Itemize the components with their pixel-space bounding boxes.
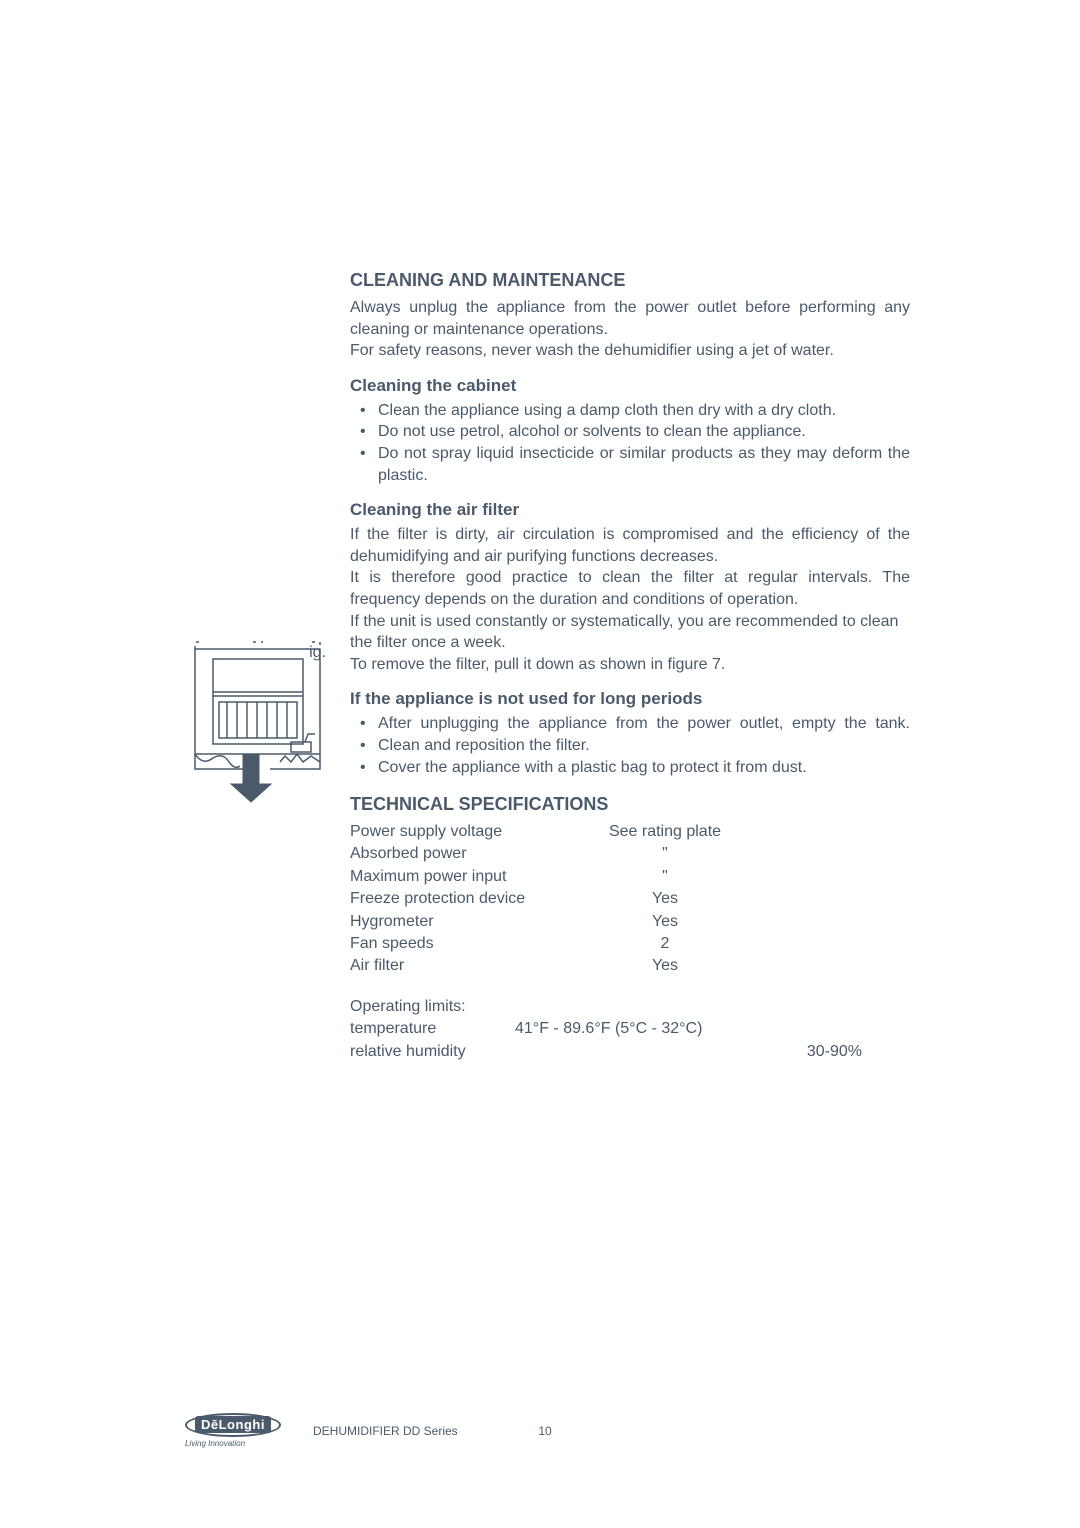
humidity-value: 30-90% xyxy=(515,1041,910,1063)
airfilter-p3: If the unit is used constantly or system… xyxy=(350,611,910,654)
spec-label: Hygrometer xyxy=(350,911,580,933)
cleaning-title: CLEANING AND MAINTENANCE xyxy=(350,270,910,291)
logo-tagline: Living Innovation xyxy=(185,1439,295,1448)
spec-row: Maximum power input " xyxy=(350,866,910,888)
figure-label: ig. xyxy=(309,644,326,662)
spec-row: Absorbed power " xyxy=(350,843,910,865)
list-item: After unplugging the appliance from the … xyxy=(350,713,910,735)
specs-title: TECHNICAL SPECIFICATIONS xyxy=(350,794,910,815)
limits-heading: Operating limits: xyxy=(350,996,515,1018)
cleaning-intro-2: For safety reasons, never wash the dehum… xyxy=(350,340,910,362)
spec-label: Fan speeds xyxy=(350,933,580,955)
cleaning-intro-1: Always unplug the appliance from the pow… xyxy=(350,297,910,340)
spec-value: " xyxy=(580,866,750,888)
brand-logo: DēLonghi Living Innovation xyxy=(185,1413,295,1448)
cabinet-list: Clean the appliance using a damp cloth t… xyxy=(350,400,910,486)
airfilter-p2: It is therefore good practice to clean t… xyxy=(350,567,910,610)
spec-row: Hygrometer Yes xyxy=(350,911,910,933)
page-footer: DēLonghi Living Innovation DEHUMIDIFIER … xyxy=(185,1413,905,1448)
content-column: CLEANING AND MAINTENANCE Always unplug t… xyxy=(350,270,910,1063)
cabinet-title: Cleaning the cabinet xyxy=(350,376,910,396)
spec-table: Power supply voltage See rating plate Ab… xyxy=(350,821,910,978)
spec-value: " xyxy=(580,843,750,865)
spec-value: Yes xyxy=(580,911,750,933)
logo-text: DēLonghi xyxy=(195,1416,271,1433)
filter-figure: ig. xyxy=(185,634,340,804)
manual-page: ig. xyxy=(0,0,1080,1528)
spec-row: Freeze protection device Yes xyxy=(350,888,910,910)
spec-value: 2 xyxy=(580,933,750,955)
spec-value: Yes xyxy=(580,955,750,977)
temperature-label: temperature xyxy=(350,1018,515,1040)
list-item: Clean the appliance using a damp cloth t… xyxy=(350,400,910,422)
airfilter-p4: To remove the filter, pull it down as sh… xyxy=(350,654,910,676)
spec-value: Yes xyxy=(580,888,750,910)
list-item: Cover the appliance with a plastic bag t… xyxy=(350,757,910,779)
notused-title: If the appliance is not used for long pe… xyxy=(350,689,910,709)
spec-label: Freeze protection device xyxy=(350,888,580,910)
list-item: Do not use petrol, alcohol or solvents t… xyxy=(350,421,910,443)
airfilter-p1: If the filter is dirty, air circulation … xyxy=(350,524,910,567)
operating-limits: Operating limits: temperature 41°F - 89.… xyxy=(350,996,910,1063)
list-item: Do not spray liquid insecticide or simil… xyxy=(350,443,910,486)
spec-label: Absorbed power xyxy=(350,843,580,865)
notused-list: After unplugging the appliance from the … xyxy=(350,713,910,778)
series-label: DEHUMIDIFIER DD Series xyxy=(313,1424,458,1438)
humidity-label: relative humidity xyxy=(350,1041,515,1063)
list-item: Clean and reposition the filter. xyxy=(350,735,910,757)
temperature-value: 41°F - 89.6°F (5°C - 32°C) xyxy=(515,1018,910,1040)
spec-value: See rating plate xyxy=(580,821,750,843)
page-number: 10 xyxy=(538,1424,551,1438)
spec-row: Power supply voltage See rating plate xyxy=(350,821,910,843)
spec-row: Fan speeds 2 xyxy=(350,933,910,955)
spec-label: Air filter xyxy=(350,955,580,977)
spec-row: Air filter Yes xyxy=(350,955,910,977)
spec-label: Power supply voltage xyxy=(350,821,580,843)
spec-label: Maximum power input xyxy=(350,866,580,888)
logo-oval: DēLonghi xyxy=(185,1413,281,1437)
airfilter-title: Cleaning the air filter xyxy=(350,500,910,520)
